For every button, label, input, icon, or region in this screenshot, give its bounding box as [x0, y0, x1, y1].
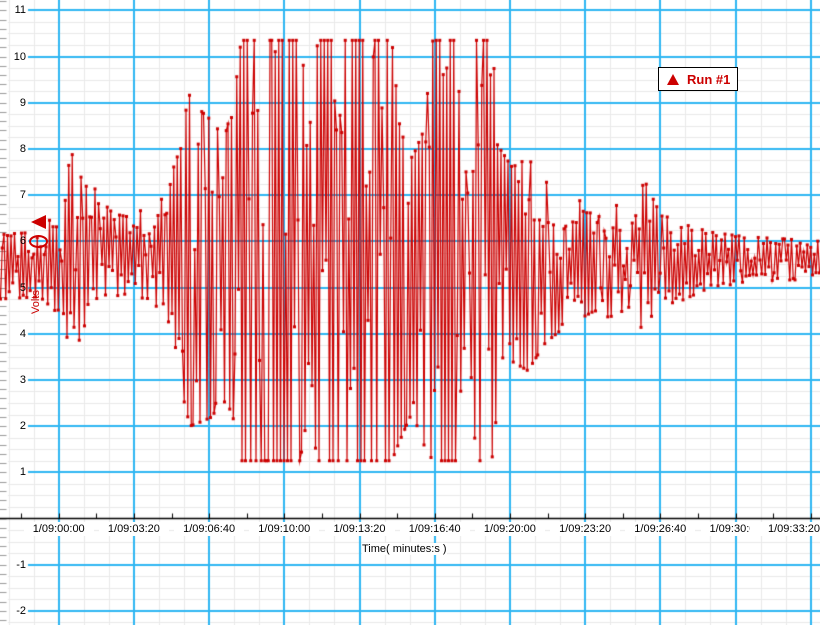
x-tick-label: 1/09:26:40	[625, 522, 696, 536]
y-tick-label: -1	[16, 558, 26, 571]
y-tick-label: 3	[19, 373, 26, 386]
x-tick-label: 1/09:23:20	[550, 522, 621, 536]
x-tick-label: 1/09:20:00	[474, 522, 545, 536]
y-tick-label: -2	[16, 604, 26, 617]
y-tick-label: 7	[19, 189, 26, 202]
y-tick-label: 8	[19, 142, 26, 155]
y-tick-label: 5	[19, 281, 26, 294]
x-tick-label: 1/09:00:00	[23, 522, 94, 536]
y-tick-label: 10	[13, 50, 26, 63]
legend-run-label: Run #1	[687, 71, 731, 87]
y-tick-label: 9	[19, 96, 26, 109]
y-tick-label: 1	[19, 466, 26, 479]
x-tick-label: 1/09:16:40	[399, 522, 470, 536]
annotation-ellipse	[29, 235, 48, 248]
x-axis-title: Time( minutes:s )	[362, 543, 447, 555]
x-tick-label: 1/09:03:20	[98, 522, 169, 536]
legend: Run #1	[658, 67, 738, 91]
y-tick-label: 4	[19, 327, 26, 340]
y-tick-label: 2	[19, 420, 26, 433]
y-axis-title: Volts	[30, 290, 42, 314]
y-tick-label: 6	[19, 235, 26, 248]
legend-run-triangle-icon	[667, 73, 679, 85]
x-tick-label: 1/09:13:20	[324, 522, 395, 536]
cursor-marker-icon[interactable]	[31, 215, 46, 229]
x-tick-label: 1/09:33:20	[750, 522, 820, 536]
y-tick-label: 11	[14, 4, 26, 17]
x-tick-label: 1/09:10:00	[249, 522, 320, 536]
x-tick-label: 1/09:06:40	[174, 522, 245, 536]
